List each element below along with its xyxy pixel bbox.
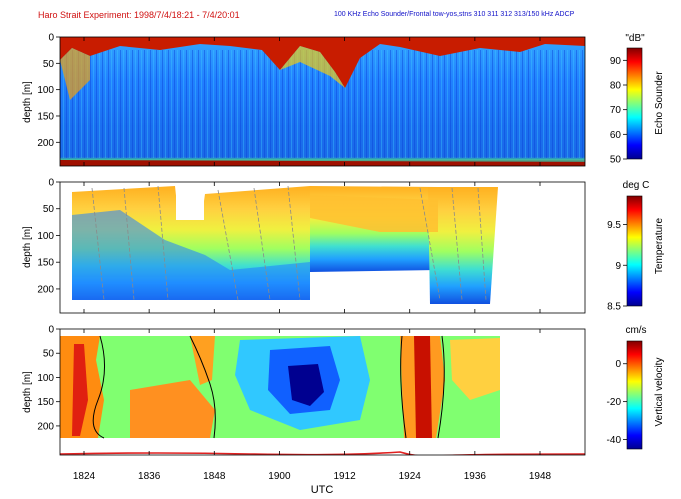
colorbar-tick-label: 8.5 [607,302,621,313]
vel-upwell-east-core [414,336,432,438]
echo-yticks: 0 50 100 150 200 [37,33,60,149]
vel-east-edge [450,338,500,400]
y-tick-label: 150 [37,258,54,269]
vel-contour-3 [400,335,407,439]
vel-contour-4 [437,335,445,439]
vel-yticks: 0 50 100 150 200 [37,325,60,432]
x-tick-label: 1900 [268,471,291,482]
echo-plot-frame [59,36,586,167]
y-tick-label: 200 [37,284,54,295]
vel-plot-frame [59,328,586,456]
colorbar-tick-label: 9 [615,261,621,272]
y-tick-label: 50 [43,204,55,215]
figure-title: Haro Strait Experiment: 1998/7/4/18:21 -… [38,10,240,20]
vertical-velocity-panel: 0 50 100 150 200 depth [m] cm/s Vertical vel… [22,325,665,456]
y-tick-label: 100 [37,231,54,242]
echo-colorbar [626,47,643,160]
echo-mid-plume [280,46,345,88]
colorbar-tick-label: 90 [610,56,622,67]
temp-ylabel: depth [m] [22,226,33,268]
temp-cast-lines [91,185,487,301]
echo-seafloor [60,160,585,166]
x-tick-label: 1924 [399,471,422,482]
echo-surface-plume [60,48,90,100]
colorbar-tick-label: 0 [615,359,621,370]
vel-upwell-deep [130,380,215,438]
x-axis-label: UTC [311,484,334,496]
x-tick-label: 1824 [73,471,96,482]
echo-surface-layer [60,37,585,88]
x-tick-label: 1912 [333,471,356,482]
x-axis-ticks: 1824 1836 1848 1900 1912 1924 1936 1948 [73,37,552,482]
echo-ylabel: depth [m] [22,81,33,123]
x-tick-label: 1948 [529,471,552,482]
y-tick-label: 100 [37,85,54,96]
vel-upwell-west-core [72,344,88,436]
y-tick-label: 50 [43,349,55,360]
x-tick-label: 1936 [464,471,487,482]
vel-colorbar-ticks: 0 -20 -40 [607,359,627,446]
temp-warm-layer [310,195,438,232]
temp-plot-frame [59,181,586,314]
y-tick-label: 0 [48,178,54,189]
vel-colorbar-units: cm/s [625,325,646,336]
y-tick-label: 50 [43,59,55,70]
temperature-panel: 0 50 100 150 200 depth [m] deg C Temperature… [22,178,665,314]
y-tick-label: 100 [37,373,54,384]
y-tick-label: 0 [48,325,54,336]
vel-ylabel: depth [m] [22,371,33,413]
figure-subtitle: 100 KHz Echo Sounder/Frontal tow-yos,stn… [334,11,575,18]
vel-colorbar-label: Vertical velocity [654,358,665,427]
y-tick-label: 200 [37,138,54,149]
x-tick-label: 1836 [138,471,161,482]
temp-gap [176,196,204,220]
vel-contour-1 [92,335,106,439]
colorbar-tick-label: -20 [607,397,622,408]
temp-colorbar-ticks: 8.5 9 9.5 [607,220,627,313]
temp-section-c [428,187,498,304]
echo-colorbar-ticks: 50 60 70 80 90 [610,56,627,166]
echo-colorbar-units: "dB" [625,33,645,44]
colorbar-tick-label: 70 [610,105,622,116]
colorbar-tick-label: 9.5 [607,220,621,231]
temp-colorbar-label: Temperature [654,217,665,274]
vel-downwell-core [288,364,324,406]
y-tick-label: 150 [37,397,54,408]
y-tick-label: 150 [37,111,54,122]
temp-cold-layer [72,210,310,300]
x-tick-label: 1848 [203,471,226,482]
vel-contour-2 [189,335,216,439]
temp-colorbar-units: deg C [623,180,650,191]
colorbar-tick-label: 60 [610,130,622,141]
colorbar-tick-label: -40 [607,435,622,446]
colorbar-tick-label: 80 [610,81,622,92]
temp-yticks: 0 50 100 150 200 [37,178,60,295]
vel-colorbar [626,340,643,450]
echo-sounder-panel: 0 50 100 150 200 depth [m] "dB" Echo Sounder… [22,33,665,167]
temp-colorbar [626,195,643,307]
echo-colorbar-label: Echo Sounder [654,71,665,135]
y-tick-label: 0 [48,33,54,44]
y-tick-label: 200 [37,421,54,432]
colorbar-tick-label: 50 [610,155,622,166]
